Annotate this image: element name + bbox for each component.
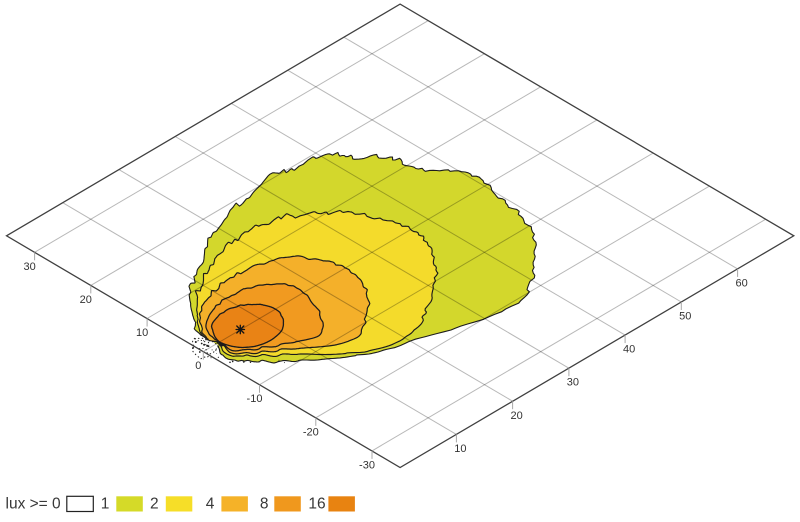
- svg-text:8: 8: [260, 495, 269, 512]
- svg-text:20: 20: [510, 410, 522, 422]
- svg-text:0: 0: [52, 495, 61, 512]
- svg-text:-30: -30: [359, 459, 375, 471]
- svg-text:60: 60: [735, 277, 747, 289]
- svg-text:2: 2: [150, 495, 159, 512]
- svg-text:4: 4: [206, 495, 215, 512]
- svg-text:16: 16: [308, 495, 325, 512]
- svg-text:10: 10: [136, 327, 148, 339]
- svg-text:50: 50: [679, 311, 691, 323]
- svg-text:30: 30: [567, 377, 579, 389]
- svg-text:1: 1: [101, 495, 110, 512]
- svg-text:40: 40: [623, 344, 635, 356]
- svg-text:-10: -10: [247, 393, 263, 405]
- svg-text:-20: -20: [303, 426, 319, 438]
- svg-text:lux >=: lux >=: [6, 495, 48, 512]
- svg-text:10: 10: [454, 443, 466, 455]
- svg-text:20: 20: [80, 294, 92, 306]
- svg-text:0: 0: [195, 360, 201, 372]
- svg-text:30: 30: [23, 261, 35, 273]
